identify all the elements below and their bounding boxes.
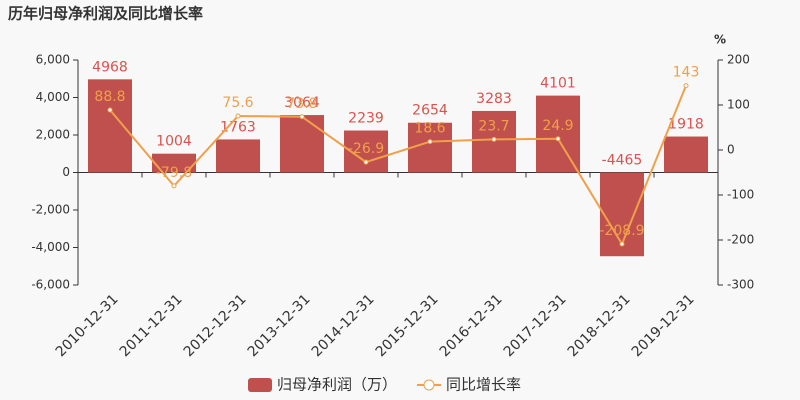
line-value-label: 23.7 [478, 118, 509, 134]
x-tick-label: 2013-12-31 [245, 291, 314, 360]
legend-swatch-point [423, 379, 435, 391]
x-tick-label: 2018-12-31 [565, 291, 634, 360]
y2-tick-label: 0 [727, 143, 735, 157]
legend-label: 同比增长率 [446, 376, 521, 394]
x-tick-label: 2011-12-31 [117, 291, 186, 360]
y2-tick-label: -200 [727, 233, 754, 247]
bar-value-label: 4968 [92, 59, 128, 75]
bar-value-label: 4101 [540, 76, 576, 92]
bar-value-label: 1004 [156, 134, 192, 150]
bar [216, 139, 260, 173]
chart-title: 历年归母净利润及同比增长率 [8, 5, 203, 23]
y2-tick-label: -300 [727, 278, 754, 292]
bar-value-label: 1763 [220, 119, 256, 135]
bar-value-label: 3283 [476, 91, 512, 107]
line-point [683, 83, 689, 89]
line-point [299, 114, 305, 120]
y-tick-label: 4,000 [36, 90, 70, 104]
line-value-label: 143 [673, 65, 700, 81]
line-point [171, 183, 177, 189]
line-value-label: 24.9 [542, 118, 573, 134]
bar-value-label: 2239 [348, 111, 384, 127]
line-point [235, 113, 241, 119]
y2-tick-label: 200 [727, 53, 750, 67]
bar [408, 122, 452, 173]
line-value-label: 88.8 [94, 89, 125, 105]
line-value-label: -208.9 [599, 223, 644, 239]
line-value-label: -26.9 [348, 141, 384, 157]
x-tick-label: 2014-12-31 [309, 291, 378, 360]
line-point [491, 136, 497, 142]
bar [536, 95, 580, 173]
y-tick-label: -4,000 [31, 240, 70, 254]
line-value-label: 75.6 [222, 95, 253, 111]
y2-tick-label: 100 [727, 98, 750, 112]
x-tick-label: 2015-12-31 [373, 291, 442, 360]
legend-label: 归母净利润（万） [277, 376, 397, 394]
line [109, 85, 687, 247]
x-tick-label: 2010-12-31 [53, 291, 122, 360]
x-tick-label: 2012-12-31 [181, 291, 250, 360]
x-tick-label: 2019-12-31 [629, 291, 698, 360]
line-value-label: 73.8 [286, 96, 317, 112]
bar-value-label: 1918 [668, 117, 704, 133]
y2-tick-label: -100 [727, 188, 754, 202]
bar [152, 153, 196, 173]
x-tick-label: 2017-12-31 [501, 291, 570, 360]
line-point [555, 136, 561, 142]
bar [664, 136, 708, 173]
line-point [619, 241, 625, 247]
y-tick-label: -6,000 [31, 278, 70, 292]
y-tick-label: -2,000 [31, 203, 70, 217]
x-tick-label: 2016-12-31 [437, 291, 506, 360]
legend-swatch [248, 378, 272, 392]
y-tick-label: 6,000 [36, 53, 70, 67]
bar [280, 115, 324, 173]
line-point [427, 139, 433, 145]
line-point [363, 159, 369, 165]
y-tick-label: 2,000 [36, 128, 70, 142]
bar-value-label: 3064 [284, 95, 320, 111]
y-tick-label: 0 [62, 165, 70, 179]
bar-value-label: 2654 [412, 103, 448, 119]
bar-value-label: -4465 [602, 153, 643, 169]
line-point [107, 107, 113, 113]
y2-unit: % [714, 33, 726, 47]
line-value-label: 18.6 [414, 121, 445, 137]
line-value-label: -79.8 [156, 165, 192, 181]
